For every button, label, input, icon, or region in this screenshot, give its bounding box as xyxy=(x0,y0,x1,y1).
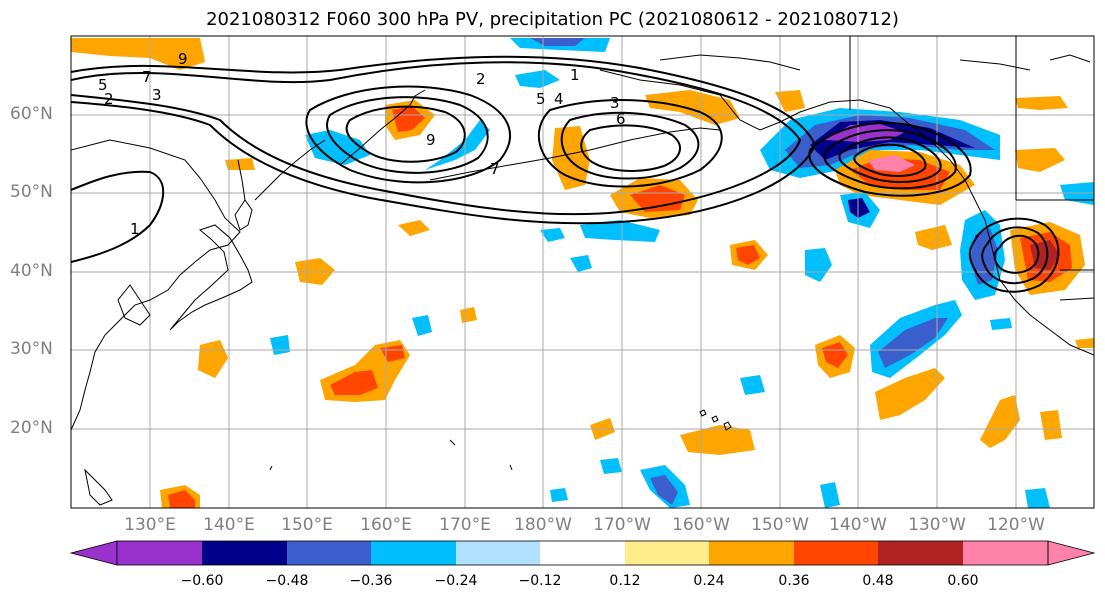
contour-label: 1 xyxy=(130,220,140,238)
lon-label: 120°W xyxy=(987,515,1045,535)
colorbar-segment xyxy=(371,541,456,565)
colorbar-tick-label: −0.12 xyxy=(518,573,562,589)
contour-label: 1 xyxy=(570,66,580,84)
colorbar-extend-high xyxy=(1047,540,1096,566)
lat-label: 60°N xyxy=(10,104,53,124)
colorbar-segment xyxy=(117,541,202,565)
contour-label: 7 xyxy=(490,160,500,178)
contour-label: 9 xyxy=(178,50,188,68)
colorbar-segment xyxy=(202,541,287,565)
contour-label: 9 xyxy=(426,131,436,149)
lon-label: 180°W xyxy=(514,515,572,535)
colorbar-tick-label: −0.60 xyxy=(180,573,224,589)
contour-label: 3 xyxy=(610,94,620,112)
pv-contours xyxy=(71,55,1060,293)
contour-label: 6 xyxy=(616,110,626,128)
lat-label: 20°N xyxy=(10,418,53,438)
lon-label: 130°W xyxy=(908,515,966,535)
colorbar-tick-label: 0.48 xyxy=(862,573,894,589)
lon-label: 160°E xyxy=(360,515,412,535)
colorbar-extend-low xyxy=(69,540,118,566)
colorbar-tick-label: 0.12 xyxy=(609,573,641,589)
lat-label: 40°N xyxy=(10,261,53,281)
colorbar-tick-label: 0.60 xyxy=(947,573,979,589)
colorbar-tick-label: 0.36 xyxy=(778,573,810,589)
lon-label: 150°E xyxy=(281,515,333,535)
colorbar-segment xyxy=(878,541,963,565)
colorbar-tick-label: −0.24 xyxy=(434,573,478,589)
lon-label: 130°E xyxy=(124,515,176,535)
contour-label: 2 xyxy=(476,70,486,88)
lon-label: 140°E xyxy=(203,515,255,535)
colorbar-segment xyxy=(287,541,371,565)
lon-label: 170°W xyxy=(593,515,651,535)
colorbar-tick-label: −0.48 xyxy=(265,573,309,589)
colorbar-tick-label: 0.24 xyxy=(693,573,725,589)
map-gridlines xyxy=(71,36,1094,508)
lat-label: 50°N xyxy=(10,182,53,202)
colorbar-segment xyxy=(456,541,540,565)
colorbar-segment xyxy=(963,541,1048,565)
contour-label: 4 xyxy=(554,90,564,108)
colorbar-segment xyxy=(540,541,625,565)
contour-label: 5 xyxy=(536,90,546,108)
lon-label: 140°W xyxy=(829,515,887,535)
lat-label: 30°N xyxy=(10,339,53,359)
colorbar xyxy=(69,540,1096,566)
lon-label: 150°W xyxy=(751,515,809,535)
lon-label: 170°E xyxy=(439,515,491,535)
colorbar-tick-label: −0.36 xyxy=(349,573,393,589)
contour-label: 2 xyxy=(104,90,114,108)
colorbar-segment xyxy=(709,541,794,565)
lon-label: 160°W xyxy=(672,515,730,535)
contour-label: 7 xyxy=(142,68,152,86)
plot-frame xyxy=(70,35,1095,509)
precipitation-patches xyxy=(71,38,1094,508)
colorbar-segment xyxy=(794,541,878,565)
contour-label: 5 xyxy=(98,76,108,94)
map-title: 2021080312 F060 300 hPa PV, precipitatio… xyxy=(206,9,899,30)
contour-labels: 5 2 7 3 9 2 1 5 4 3 6 7 9 1 xyxy=(98,50,626,238)
colorbar-segment xyxy=(625,541,709,565)
contour-label: 3 xyxy=(152,86,162,104)
